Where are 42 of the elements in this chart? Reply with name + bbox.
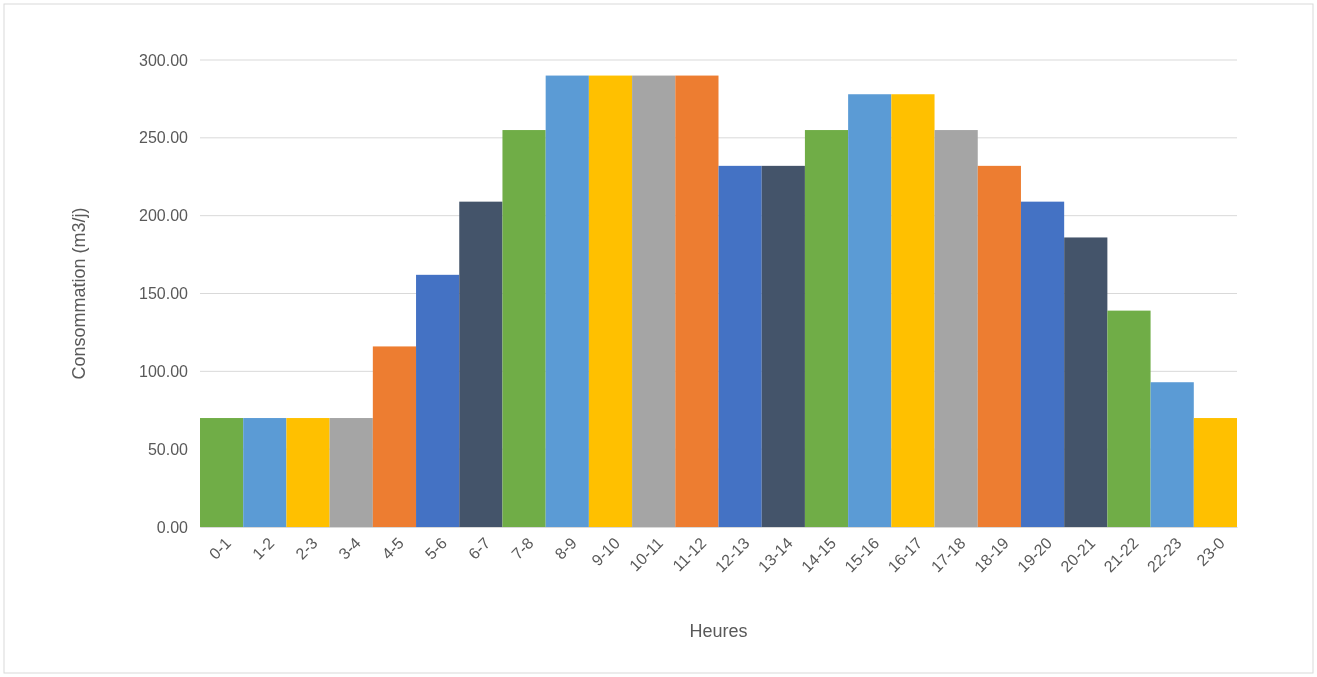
y-tick-label: 150.00 bbox=[139, 285, 189, 303]
bar bbox=[1150, 382, 1194, 527]
x-tick-label: 4-5 bbox=[378, 534, 408, 563]
bar bbox=[1193, 418, 1237, 527]
bar bbox=[1020, 201, 1065, 527]
x-tick-label: 8-9 bbox=[551, 534, 580, 563]
y-tick-label: 50.00 bbox=[147, 440, 189, 458]
y-axis-title: Consommation (m3/j) bbox=[69, 207, 89, 380]
bar bbox=[632, 75, 676, 527]
bar bbox=[804, 130, 849, 527]
x-tick-label: 5-6 bbox=[421, 534, 451, 563]
x-tick-label: 2-3 bbox=[292, 534, 321, 563]
bar bbox=[891, 94, 935, 527]
bar bbox=[372, 346, 417, 527]
bar bbox=[761, 165, 805, 527]
bar bbox=[502, 130, 546, 527]
x-tick-label: 0-1 bbox=[205, 534, 235, 563]
bar bbox=[848, 94, 892, 527]
bar bbox=[1064, 237, 1108, 527]
x-tick-label: 6-7 bbox=[465, 534, 494, 563]
y-tick-label: 250.00 bbox=[139, 129, 189, 147]
bar bbox=[1107, 310, 1151, 527]
bar bbox=[286, 418, 330, 527]
y-tick-label: 0.00 bbox=[156, 518, 189, 536]
x-axis-title: Heures bbox=[689, 621, 748, 641]
bar bbox=[934, 130, 978, 527]
x-tick-label: 7-8 bbox=[508, 534, 537, 563]
y-tick-label: 300.00 bbox=[139, 51, 189, 69]
bar bbox=[545, 75, 589, 527]
y-tick-label: 200.00 bbox=[139, 207, 189, 225]
bar bbox=[675, 75, 719, 527]
bar bbox=[459, 201, 503, 527]
bar bbox=[718, 165, 762, 527]
x-tick-label: 3-4 bbox=[335, 534, 364, 563]
bar bbox=[977, 165, 1021, 527]
bar bbox=[243, 418, 287, 527]
bar bbox=[329, 418, 373, 527]
x-tick-label: 1-2 bbox=[249, 534, 278, 563]
bar bbox=[588, 75, 633, 527]
y-tick-label: 100.00 bbox=[139, 362, 189, 380]
bar bbox=[200, 418, 244, 527]
bar bbox=[416, 274, 460, 527]
